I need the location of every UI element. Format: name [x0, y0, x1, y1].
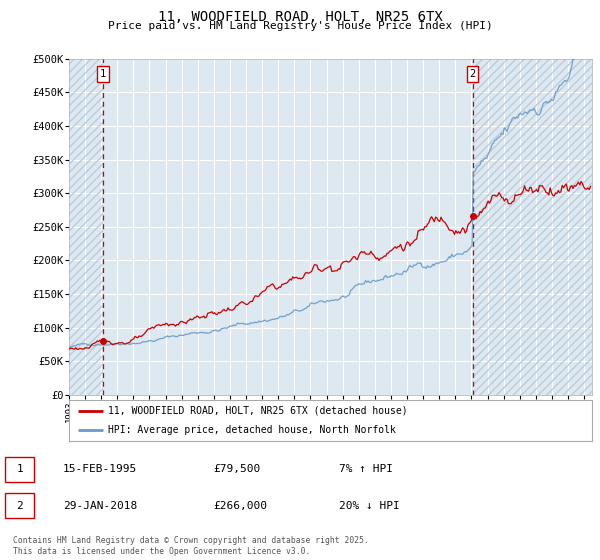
Text: £79,500: £79,500 [213, 464, 260, 474]
Text: HPI: Average price, detached house, North Norfolk: HPI: Average price, detached house, Nort… [108, 424, 396, 435]
Text: 29-JAN-2018: 29-JAN-2018 [63, 501, 137, 511]
Bar [69, 59, 103, 395]
Bar [473, 59, 592, 395]
Text: Contains HM Land Registry data © Crown copyright and database right 2025.
This d: Contains HM Land Registry data © Crown c… [13, 536, 369, 556]
Bar [69, 59, 103, 395]
Text: 2: 2 [470, 69, 476, 79]
Text: 11, WOODFIELD ROAD, HOLT, NR25 6TX: 11, WOODFIELD ROAD, HOLT, NR25 6TX [158, 10, 442, 24]
Text: 1: 1 [16, 464, 23, 474]
Text: 15-FEB-1995: 15-FEB-1995 [63, 464, 137, 474]
Text: Price paid vs. HM Land Registry's House Price Index (HPI): Price paid vs. HM Land Registry's House … [107, 21, 493, 31]
Text: £266,000: £266,000 [213, 501, 267, 511]
Text: 20% ↓ HPI: 20% ↓ HPI [339, 501, 400, 511]
Bar [473, 59, 592, 395]
Text: 2: 2 [16, 501, 23, 511]
Text: 7% ↑ HPI: 7% ↑ HPI [339, 464, 393, 474]
Text: 11, WOODFIELD ROAD, HOLT, NR25 6TX (detached house): 11, WOODFIELD ROAD, HOLT, NR25 6TX (deta… [108, 406, 408, 416]
Text: 1: 1 [100, 69, 106, 79]
